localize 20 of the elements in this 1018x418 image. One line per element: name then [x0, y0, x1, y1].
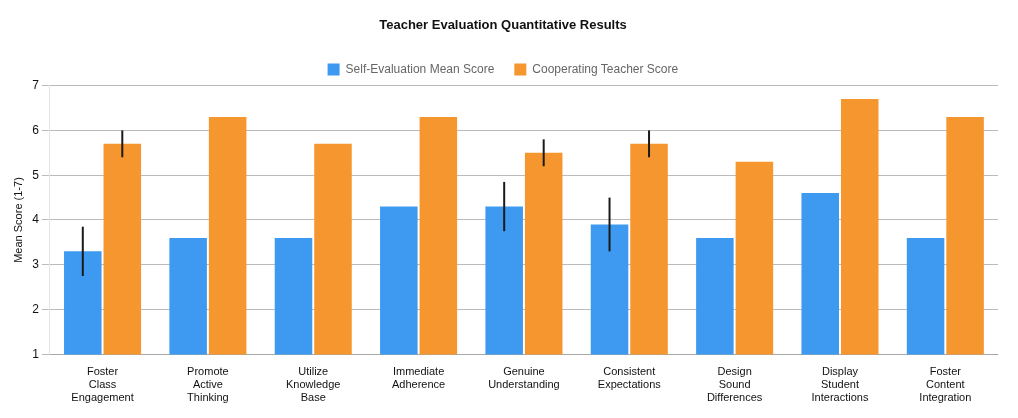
- legend-label: Cooperating Teacher Score: [532, 61, 679, 76]
- y-axis-title: Mean Score (1-7): [11, 177, 24, 263]
- x-tick-label: Promote Active Thinking: [187, 365, 229, 404]
- x-tick-label: Design Sound Differences: [706, 365, 763, 404]
- x-tick-label: Utilize Knowledge Base: [286, 365, 341, 404]
- x-tick-label: Foster Content Integration: [919, 365, 972, 404]
- legend-label: Self-Evaluation Mean Score: [345, 61, 495, 76]
- x-tick-label: Genuine Understanding: [488, 365, 560, 391]
- y-tick-label: 4: [32, 212, 40, 227]
- chart-title: Teacher Evaluation Quantitative Results: [379, 17, 627, 33]
- y-tick-label: 1: [32, 346, 40, 361]
- y-tick-label: 6: [32, 122, 40, 137]
- x-tick-label: Display Student Interactions: [811, 365, 869, 404]
- y-tick-label: 3: [32, 257, 40, 272]
- y-tick-label: 5: [32, 167, 40, 182]
- y-tick-label: 7: [32, 77, 40, 92]
- x-tick-label: Immediate Adherence: [391, 365, 446, 391]
- y-tick-label: 2: [32, 301, 40, 316]
- x-tick-label: Consistent Expectations: [597, 365, 662, 391]
- x-tick-label: Foster Class Engagement: [71, 365, 134, 404]
